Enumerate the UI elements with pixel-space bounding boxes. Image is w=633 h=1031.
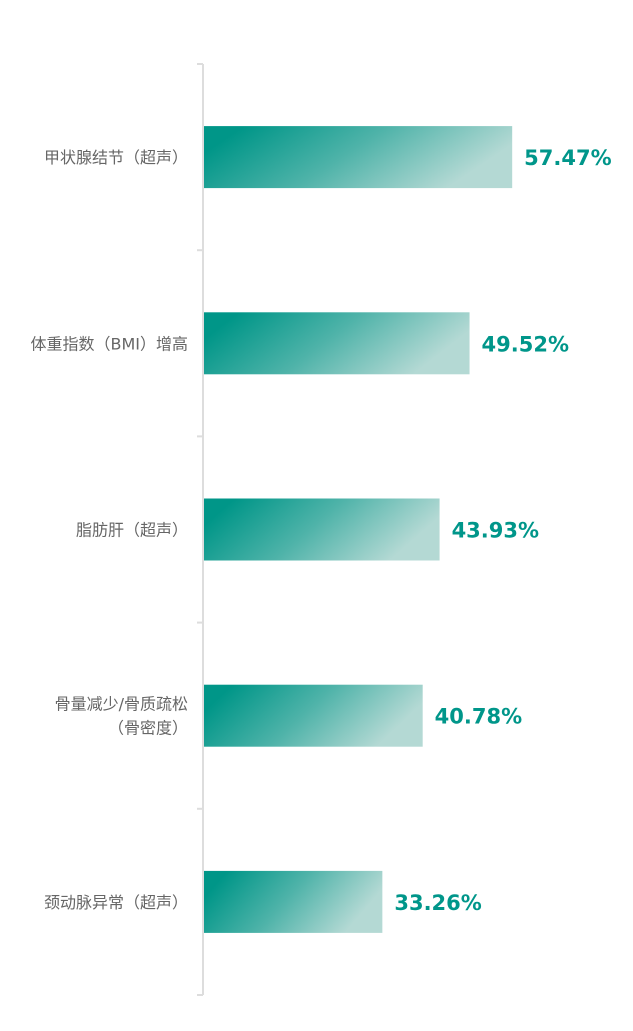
- category-label: 骨量减少/骨质疏松: [55, 695, 188, 714]
- value-label: 40.78%: [435, 705, 522, 729]
- value-label: 43.93%: [452, 519, 539, 543]
- category-label: 颈动脉异常（超声）: [44, 893, 188, 912]
- category-label: 脂肪肝（超声）: [76, 521, 188, 540]
- bar: [204, 498, 440, 561]
- bar: [204, 312, 470, 375]
- bar: [204, 870, 383, 933]
- category-label: 甲状腺结节（超声）: [44, 148, 188, 167]
- bar: [204, 684, 423, 747]
- value-label: 49.52%: [482, 332, 569, 356]
- value-label: 33.26%: [394, 891, 481, 915]
- value-label: 57.47%: [524, 146, 611, 170]
- category-label: 体重指数（BMI）增高: [30, 334, 188, 353]
- bar: [204, 126, 513, 189]
- category-label: （骨密度）: [108, 719, 188, 738]
